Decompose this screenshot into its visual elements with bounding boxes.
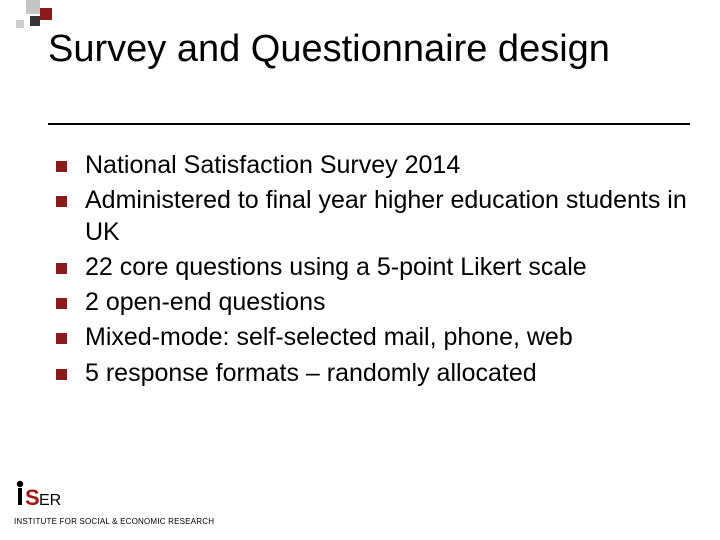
footer-logo: S ER INSTITUTE FOR SOCIAL & ECONOMIC RES… (14, 480, 214, 526)
bullet-text: 2 open-end questions (85, 287, 325, 318)
bullet-icon (56, 263, 67, 274)
iser-logo-mark: S ER (14, 480, 214, 514)
bullet-text: 5 response formats – randomly allocated (85, 358, 537, 389)
bullet-icon (56, 333, 67, 344)
bullet-text: 22 core questions using a 5-point Likert… (85, 252, 587, 283)
list-item: Mixed-mode: self-selected mail, phone, w… (56, 322, 690, 353)
decor-square (30, 16, 40, 26)
bullet-text: Mixed-mode: self-selected mail, phone, w… (85, 322, 573, 353)
decor-square (16, 20, 24, 28)
bullet-icon (56, 369, 67, 380)
list-item: 2 open-end questions (56, 287, 690, 318)
list-item: 5 response formats – randomly allocated (56, 358, 690, 389)
bullet-text: National Satisfaction Survey 2014 (85, 150, 460, 181)
bullet-icon (56, 196, 67, 207)
bullet-list: National Satisfaction Survey 2014 Adminis… (56, 150, 690, 393)
slide-title: Survey and Questionnaire design (48, 28, 680, 72)
svg-text:ER: ER (39, 492, 61, 509)
bullet-icon (56, 161, 67, 172)
list-item: 22 core questions using a 5-point Likert… (56, 252, 690, 283)
footer-institute-text: INSTITUTE FOR SOCIAL & ECONOMIC RESEARCH (14, 517, 214, 526)
list-item: Administered to final year higher educat… (56, 185, 690, 248)
svg-text:S: S (25, 485, 40, 510)
list-item: National Satisfaction Survey 2014 (56, 150, 690, 181)
bullet-icon (56, 298, 67, 309)
decor-square (40, 8, 52, 20)
bullet-text: Administered to final year higher educat… (85, 185, 690, 248)
title-underline (48, 123, 690, 125)
slide: Survey and Questionnaire design National… (0, 0, 720, 540)
decor-square (26, 0, 40, 14)
